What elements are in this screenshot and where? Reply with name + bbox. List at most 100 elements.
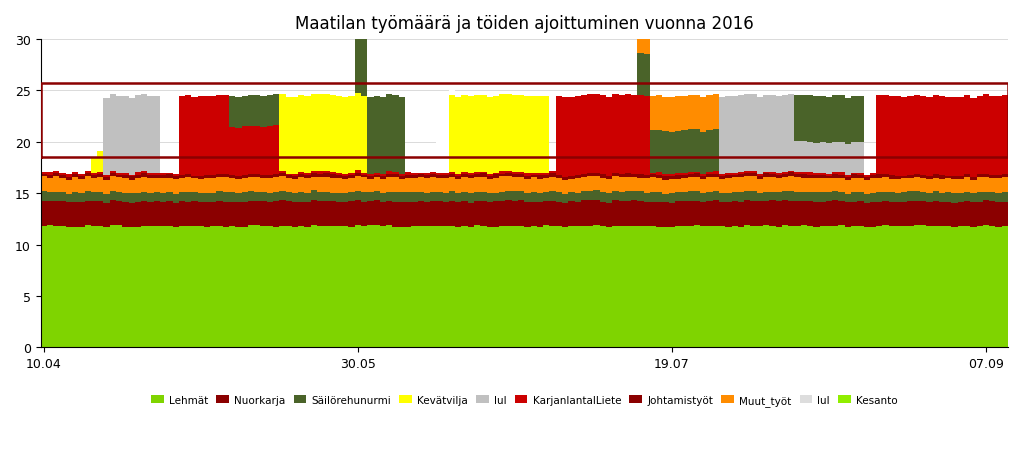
Bar: [870, 227, 876, 347]
Bar: [518, 226, 525, 347]
Bar: [241, 193, 248, 202]
Bar: [129, 203, 135, 227]
Bar: [41, 192, 47, 201]
Bar: [851, 178, 857, 193]
Bar: [977, 202, 983, 227]
Bar: [920, 193, 927, 202]
Bar: [323, 174, 329, 178]
Bar: [801, 201, 807, 226]
Bar: [656, 202, 663, 228]
Bar: [914, 201, 920, 226]
Bar: [267, 173, 273, 176]
Bar: [449, 201, 455, 227]
Bar: [995, 173, 1002, 176]
Bar: [951, 179, 958, 194]
Bar: [713, 201, 719, 226]
Bar: [317, 172, 323, 174]
Bar: [757, 227, 763, 347]
Bar: [681, 173, 687, 176]
Bar: [241, 202, 248, 227]
Bar: [417, 227, 424, 347]
Bar: [951, 228, 958, 347]
Bar: [832, 226, 839, 347]
Bar: [977, 175, 983, 178]
Bar: [707, 130, 713, 173]
Bar: [355, 201, 361, 226]
Bar: [380, 227, 386, 347]
Bar: [970, 228, 977, 347]
Bar: [845, 99, 851, 145]
Bar: [405, 175, 411, 178]
Bar: [399, 193, 405, 202]
Bar: [241, 127, 248, 173]
Bar: [1002, 227, 1008, 347]
Bar: [223, 228, 229, 347]
Bar: [461, 172, 468, 174]
Bar: [493, 228, 499, 347]
Bar: [329, 175, 336, 178]
Bar: [763, 192, 769, 202]
Bar: [970, 175, 977, 178]
Bar: [285, 178, 292, 193]
Bar: [719, 175, 725, 177]
Bar: [223, 175, 229, 178]
Bar: [59, 173, 65, 175]
Bar: [430, 226, 437, 347]
Bar: [813, 176, 819, 179]
Bar: [819, 202, 826, 227]
Bar: [889, 179, 895, 193]
Bar: [254, 127, 261, 173]
Bar: [857, 174, 863, 176]
Bar: [185, 193, 191, 202]
Bar: [845, 145, 851, 176]
Bar: [995, 176, 1002, 178]
Bar: [625, 227, 631, 347]
Bar: [367, 193, 373, 202]
Bar: [292, 180, 298, 194]
Bar: [568, 176, 575, 179]
Bar: [141, 172, 147, 174]
Bar: [267, 194, 273, 203]
Bar: [681, 192, 687, 201]
Bar: [336, 176, 342, 178]
Bar: [939, 97, 945, 174]
Bar: [47, 175, 53, 178]
Bar: [41, 177, 47, 192]
Bar: [417, 178, 424, 193]
Bar: [983, 192, 989, 201]
Bar: [405, 173, 411, 175]
Bar: [568, 227, 575, 347]
Bar: [901, 193, 907, 202]
Bar: [839, 192, 845, 202]
Bar: [292, 177, 298, 180]
Bar: [349, 227, 355, 347]
Bar: [499, 177, 505, 192]
Bar: [518, 96, 525, 172]
Bar: [298, 227, 305, 347]
Bar: [795, 192, 801, 201]
Bar: [687, 172, 694, 174]
Bar: [525, 193, 531, 203]
Bar: [97, 152, 103, 172]
Bar: [424, 194, 430, 203]
Bar: [72, 178, 79, 192]
Bar: [336, 193, 342, 203]
Bar: [883, 226, 889, 347]
Bar: [223, 202, 229, 228]
Bar: [543, 202, 549, 226]
Bar: [235, 177, 241, 179]
Bar: [907, 174, 914, 175]
Bar: [807, 227, 813, 347]
Bar: [687, 130, 694, 172]
Bar: [643, 174, 650, 176]
Bar: [305, 175, 311, 178]
Bar: [707, 96, 713, 130]
Bar: [782, 173, 788, 174]
Bar: [518, 172, 525, 174]
Bar: [285, 176, 292, 178]
Bar: [481, 172, 487, 174]
Bar: [851, 97, 857, 143]
Bar: [656, 131, 663, 173]
Bar: [380, 177, 386, 179]
Bar: [468, 97, 474, 173]
